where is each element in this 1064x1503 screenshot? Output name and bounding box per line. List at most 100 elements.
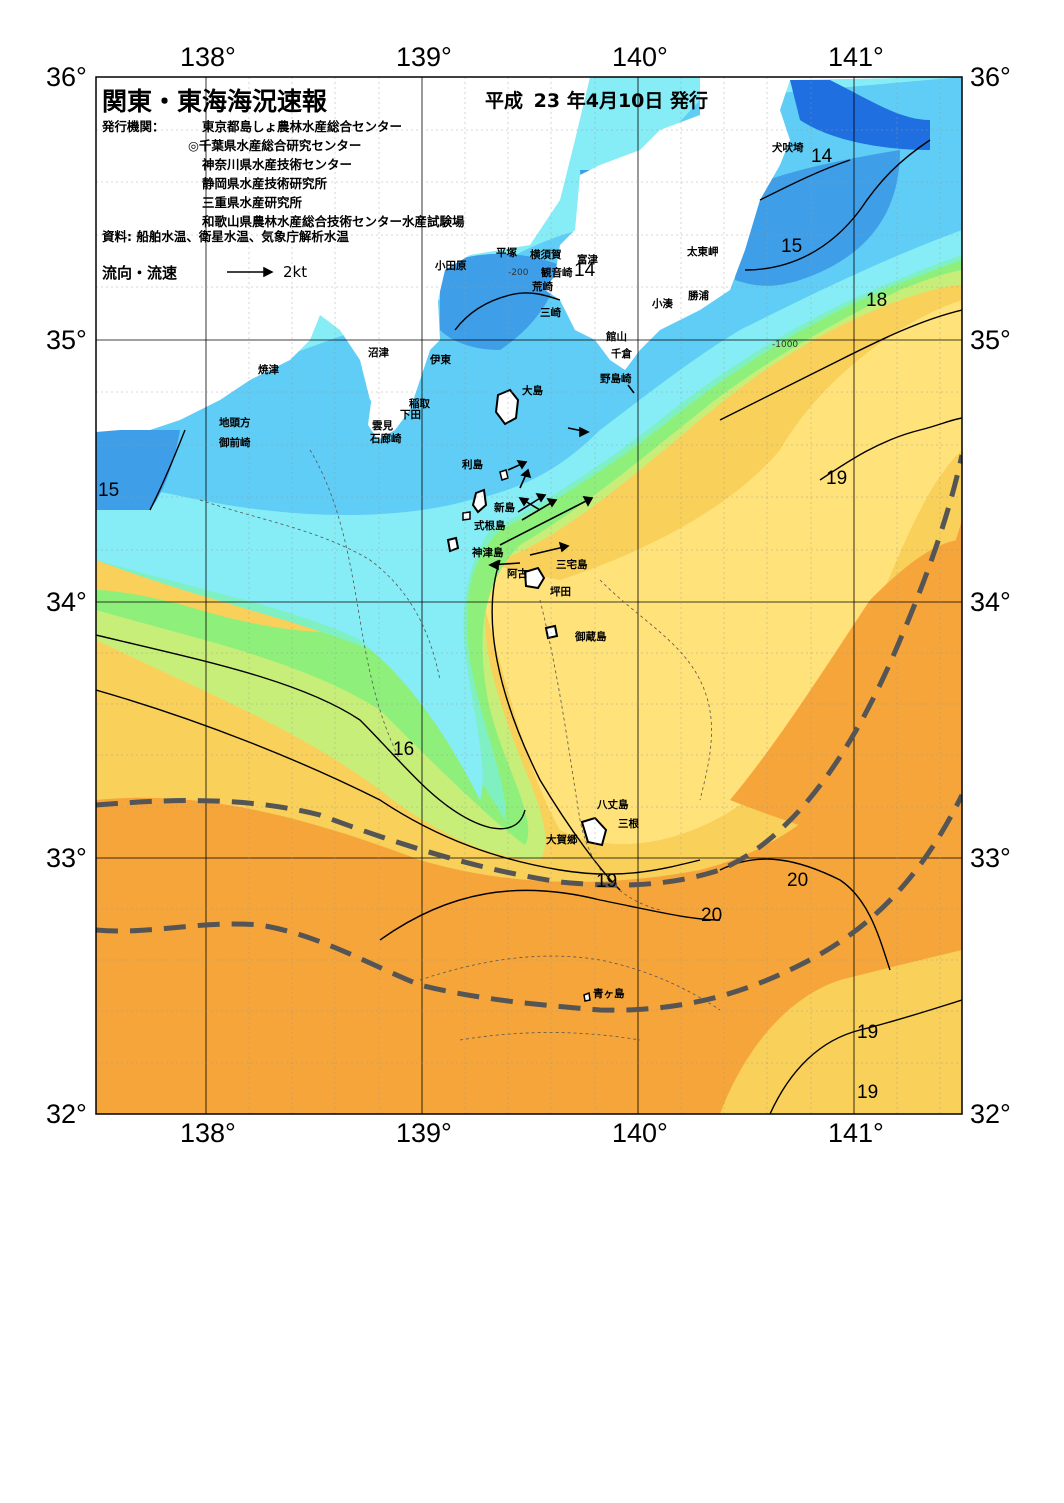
issuer-org: 和歌山県農林水産総合技術センター水産試験場: [202, 214, 465, 229]
place-hiratsuka: 平塚: [496, 247, 517, 259]
place-katsuura: 勝浦: [688, 290, 709, 302]
issuer-org: ◎千葉県水産総合研究センター: [188, 138, 362, 153]
isotherm-15-west: [149, 429, 186, 511]
flow-legend-unit: 2kt: [283, 263, 308, 281]
isotherm-15-boso: [744, 139, 931, 271]
field-t14-sagami: [440, 253, 560, 350]
place-ako: 阿古: [507, 568, 528, 580]
isotherm-label-15-west: 15: [98, 480, 120, 501]
lat-label-right-35: 35°: [970, 325, 1011, 355]
land-honshu: [96, 77, 962, 370]
kuroshio-south-edge: [96, 793, 962, 1013]
isotherm-label-19-north: 19: [826, 468, 848, 489]
isotherm-label-15-boso: 15: [781, 236, 803, 257]
flow-legend-label: 流向・流速: [102, 264, 178, 282]
isotherm-20-a: [719, 858, 891, 971]
issuer-label: 発行機関：: [102, 119, 165, 134]
field-t14-boso: [735, 150, 900, 286]
isotherm-19: [491, 559, 621, 891]
island-aogashima: [583, 991, 591, 1002]
place-miyakejima: 三宅島: [556, 559, 588, 571]
isotherm-label-19-se2: 19: [857, 1082, 879, 1103]
place-misaki: 三崎: [540, 307, 561, 319]
place-numazu: 沼津: [368, 347, 389, 359]
land-kanagawa: [96, 77, 590, 432]
place-mikurajima: 御蔵島: [575, 631, 607, 643]
field-t19-se: [720, 950, 962, 1114]
isotherm-19-se: [769, 999, 962, 1114]
lon-label-bottom-138: 138°: [180, 1118, 236, 1148]
place-aogashima: 青ヶ島: [593, 988, 625, 1000]
issuer-org: 東京都島しょ農林水産総合センター: [202, 119, 403, 134]
island-oshima: [494, 388, 520, 426]
map-frame: [95, 76, 963, 1115]
place-odawara: 小田原: [435, 260, 467, 272]
lat-label-left-36: 36°: [46, 62, 87, 92]
place-yaizu: 焼津: [258, 364, 279, 376]
isotherm-label-19-se1: 19: [857, 1022, 879, 1043]
place-kumomi: 雲見: [372, 420, 393, 432]
lon-label-top-140: 140°: [612, 42, 668, 72]
place-tateyama: 館山: [606, 331, 627, 343]
place-oshima: 大島: [522, 385, 543, 397]
lat-label-left-35: 35°: [46, 325, 87, 355]
place-mitsune: 三根: [618, 818, 639, 830]
island-niijima: [471, 488, 488, 514]
isotherm-label-18: 18: [866, 290, 888, 311]
issuer-list: 東京都島しょ農林水産総合センター ◎千葉県水産総合研究センター 神奈川県水産技術…: [188, 117, 465, 231]
kuroshio-north-edge: [96, 454, 962, 888]
place-kannonzaki: 観音崎: [541, 267, 573, 279]
lat-label-right-32: 32°: [970, 1099, 1011, 1129]
issue-rest: 年4月10日 発行: [566, 90, 708, 112]
isotherm-18: [96, 689, 701, 875]
island-miyakejima: [523, 566, 546, 590]
isotherm-14-boso: [759, 159, 851, 201]
place-kozushima: 神津島: [472, 547, 504, 559]
issuer-org: 静岡県水産技術研究所: [202, 176, 328, 191]
place-yokosuka: 横須賀: [530, 249, 562, 261]
place-tsubota: 坪田: [550, 586, 571, 598]
place-hachijojima: 八丈島: [597, 799, 629, 811]
place-jitokata: 地頭方: [219, 417, 251, 429]
place-chikura: 千倉: [611, 348, 632, 360]
lat-label-right-34: 34°: [970, 587, 1011, 617]
isotherm-19-east: [819, 417, 962, 481]
issue-year: 23: [533, 90, 561, 112]
isotherm-label-20-east: 20: [787, 870, 809, 891]
flow-legend-arrow: [227, 266, 274, 278]
fine-grid: [96, 77, 962, 1114]
lon-label-top-138: 138°: [180, 42, 236, 72]
issuer-org: 三重県水産研究所: [202, 195, 303, 210]
lon-label-bottom-140: 140°: [612, 1118, 668, 1148]
lat-label-right-33: 33°: [970, 843, 1011, 873]
depth-label-1000: -1000: [772, 340, 799, 350]
issuer-org: 神奈川県水産技術センター: [202, 157, 353, 172]
issue-date: 平成 23 年4月10日 発行: [485, 86, 708, 113]
field-t13: [790, 80, 930, 150]
place-nojimazaki: 野島崎: [600, 373, 632, 385]
depth-label-200: -200: [508, 268, 529, 278]
lat-label-left-32: 32°: [46, 1099, 87, 1129]
place-niijima: 新島: [494, 502, 515, 514]
place-omaezaki: 御前崎: [219, 437, 251, 449]
lat-label-right-36: 36°: [970, 62, 1011, 92]
island-shikinejima: [462, 511, 471, 521]
page-title: 関東・東海海況速報: [102, 87, 328, 116]
isotherm-20-b: [379, 889, 721, 941]
place-irozaki: 石廊崎: [370, 433, 402, 445]
field-t19-light: [470, 300, 962, 845]
data-sources: 資料: 船舶水温、衛星水温、気象庁解析水温: [102, 229, 349, 244]
island-toshima: [499, 469, 509, 481]
current-arrows: [488, 384, 635, 571]
place-arasaki: 荒崎: [532, 281, 553, 293]
isotherm-label-19-center: 19: [596, 871, 618, 892]
lon-label-top-139: 139°: [396, 42, 452, 72]
lon-label-bottom-141: 141°: [828, 1118, 884, 1148]
lat-label-left-34: 34°: [46, 587, 87, 617]
place-futtsu: 富津: [577, 254, 598, 266]
isotherm-14-sagami: [454, 292, 561, 331]
lon-label-top-141: 141°: [828, 42, 884, 72]
isotherm-label-16: 16: [393, 739, 415, 760]
isotherm-label-20-center: 20: [701, 905, 723, 926]
